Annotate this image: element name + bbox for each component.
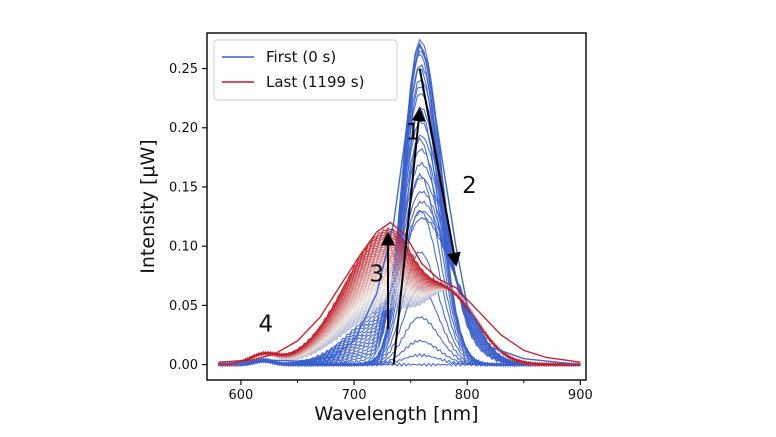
y-axis-ticks: 0.00 0.05 0.10 0.15 0.20 0.25	[169, 62, 207, 373]
series-line-last	[218, 221, 581, 363]
plot-frame	[206, 32, 587, 381]
annotation-arrows	[381, 68, 461, 365]
annotation-arrow-2	[418, 68, 461, 267]
legend-box	[213, 39, 398, 101]
x-tick-label: 800	[455, 388, 480, 403]
y-axis-label: Intensity [μW]	[137, 139, 159, 273]
y-tick-label: 0.20	[169, 121, 198, 136]
x-tick-label: 600	[229, 388, 254, 403]
annotation-arrow-1	[392, 107, 426, 365]
y-tick-label: 0.10	[169, 240, 198, 255]
legend-label-last: Last (1199 s)	[266, 73, 364, 91]
plot-lines	[217, 38, 581, 367]
series-line-first	[218, 42, 581, 366]
y-tick-label: 0.05	[169, 299, 198, 314]
annotation-label-2: 2	[462, 173, 477, 199]
legend-label-first: First (0 s)	[266, 48, 336, 66]
y-tick-label: 0.25	[169, 62, 198, 77]
annotation-label-4: 4	[259, 311, 274, 337]
annotation-labels: 1 2 3 4	[259, 120, 477, 338]
y-tick-label: 0.15	[169, 180, 198, 195]
annotation-label-1: 1	[406, 120, 421, 146]
legend: First (0 s) Last (1199 s)	[213, 39, 398, 101]
x-axis-label: Wavelength [nm]	[314, 403, 478, 425]
spectrum-curve-69	[217, 227, 581, 367]
y-tick-label: 0.00	[169, 358, 198, 373]
annotation-label-3: 3	[369, 262, 384, 288]
x-axis-ticks: 600 700 800 900	[229, 380, 593, 403]
x-tick-label: 700	[342, 388, 367, 403]
x-tick-label: 900	[568, 388, 593, 403]
